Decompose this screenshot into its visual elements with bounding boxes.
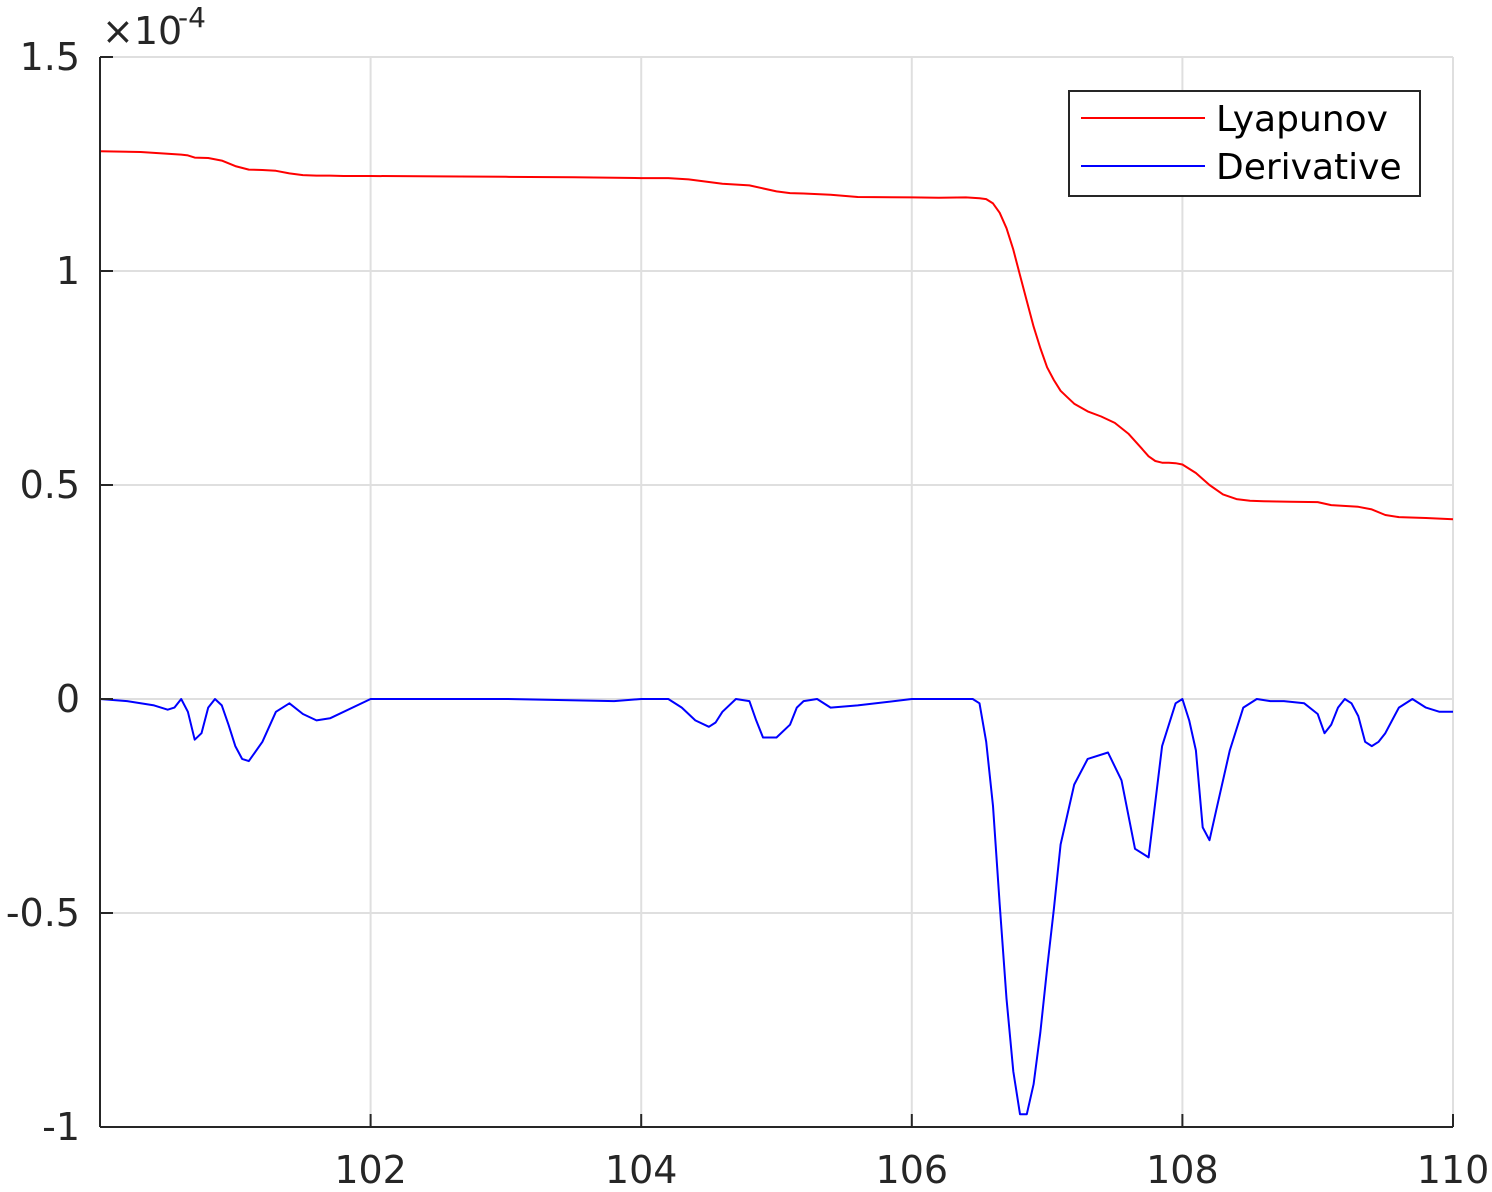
x-tick-label: 110 xyxy=(1417,1148,1490,1187)
legend-box xyxy=(1068,90,1421,197)
x-tick-label: 108 xyxy=(1146,1148,1219,1187)
y-tick-label: 1.5 xyxy=(20,35,80,79)
tick-labels: 102 104 106 108 110 -1 -0.5 0 0.5 1 1.5 xyxy=(6,35,1490,1192)
y-tick-label: 0 xyxy=(56,677,80,721)
series-line-lyapunov xyxy=(99,150,1454,521)
series-line-derivative xyxy=(99,698,1453,1116)
x-tick-label: 104 xyxy=(605,1148,678,1187)
axes xyxy=(99,56,1454,1128)
y-tick-label: -1 xyxy=(42,1105,80,1149)
y-tick-label: 1 xyxy=(56,249,80,293)
x-tick-label: 102 xyxy=(334,1148,407,1187)
plot-series xyxy=(99,150,1454,1116)
y-exponent-power: -4 xyxy=(178,1,206,34)
y-tick-label: -0.5 xyxy=(6,891,80,935)
y-exponent-base: ×10 xyxy=(102,9,182,53)
y-tick-label: 0.5 xyxy=(20,463,80,507)
grid-lines xyxy=(100,56,1454,1128)
legend-label: Lyapunov xyxy=(1216,99,1388,140)
legend-label: Derivative xyxy=(1216,147,1402,188)
x-tick-label: 106 xyxy=(876,1148,949,1187)
legend: Lyapunov Derivative xyxy=(1068,90,1421,197)
y-exponent-label: ×10 -4 xyxy=(102,1,206,53)
